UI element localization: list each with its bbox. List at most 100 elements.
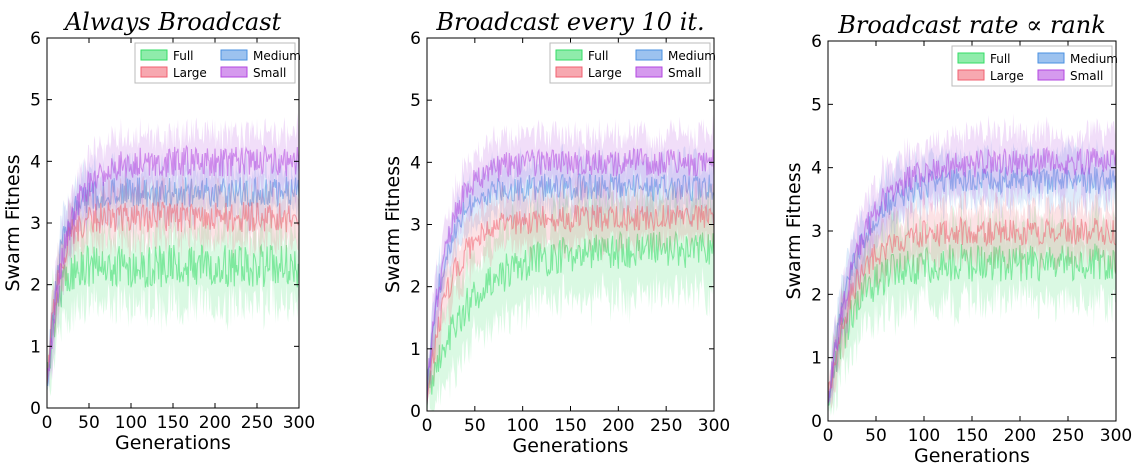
legend-label-medium: Medium — [1070, 52, 1118, 66]
x-tick-label: 200 — [1004, 426, 1036, 446]
y-axis-label: Swarm Fitness — [2, 154, 24, 291]
series-band-full — [47, 199, 299, 397]
x-tick-label: 0 — [42, 413, 53, 433]
series-line-small — [47, 144, 299, 384]
y-tick-label: 6 — [30, 29, 41, 49]
y-tick-label: 1 — [30, 337, 41, 357]
series-line-small — [427, 147, 714, 405]
legend-label-large: Large — [588, 66, 622, 80]
y-tick-label: 4 — [811, 159, 822, 179]
series-band-full — [828, 196, 1116, 416]
series-band-large — [427, 173, 714, 405]
legend-label-small: Small — [668, 66, 701, 80]
x-tick-label: 300 — [283, 413, 315, 433]
x-tick-label: 100 — [908, 426, 940, 446]
series-band-large — [47, 172, 299, 385]
series-band-small — [828, 113, 1116, 407]
chart-title: Broadcast every 10 it. — [435, 8, 704, 36]
x-tick-label: 200 — [602, 416, 634, 436]
x-axis-label: Generations — [115, 432, 231, 454]
y-tick-label: 4 — [410, 153, 421, 173]
x-tick-label: 250 — [1052, 426, 1084, 446]
legend-label-medium: Medium — [253, 49, 301, 63]
y-tick-label: 5 — [410, 91, 421, 111]
x-tick-label: 100 — [506, 416, 538, 436]
chart-title: Broadcast rate ∝ rank — [837, 11, 1105, 39]
legend-label-full: Full — [588, 49, 609, 63]
series-band-medium — [828, 137, 1116, 406]
y-tick-label: 6 — [811, 32, 822, 52]
x-tick-label: 100 — [115, 413, 147, 433]
legend-label-small: Small — [253, 66, 286, 80]
y-tick-label: 0 — [410, 402, 421, 422]
y-tick-label: 3 — [811, 222, 822, 242]
legend-swatch-small — [635, 66, 663, 78]
x-tick-label: 300 — [698, 416, 730, 436]
legend-label-medium: Medium — [668, 49, 716, 63]
y-tick-label: 2 — [410, 278, 421, 298]
x-axis-label: Generations — [914, 445, 1030, 467]
series-line-full — [828, 243, 1116, 406]
x-tick-label: 150 — [157, 413, 189, 433]
series-line-large — [828, 216, 1116, 404]
plot-area — [47, 112, 299, 397]
x-tick-label: 50 — [78, 413, 100, 433]
chart-title: Always Broadcast — [63, 8, 282, 36]
y-tick-label: 5 — [811, 95, 822, 115]
y-axis-label: Swarm Fitness — [783, 162, 805, 299]
legend-swatch-large — [555, 66, 583, 78]
series-band-large — [828, 188, 1116, 409]
y-tick-label: 2 — [811, 285, 822, 305]
y-tick-label: 0 — [811, 412, 822, 432]
plot-area — [427, 114, 714, 411]
series-line-small — [828, 146, 1116, 404]
legend-swatch-large — [140, 66, 168, 78]
x-tick-label: 50 — [464, 416, 486, 436]
legend-label-large: Large — [173, 66, 207, 80]
series-band-small — [47, 112, 299, 388]
x-tick-label: 150 — [554, 416, 586, 436]
series-line-large — [47, 201, 299, 385]
legend-label-small: Small — [1070, 69, 1103, 83]
series-line-medium — [828, 165, 1116, 405]
x-tick-label: 300 — [1100, 426, 1132, 446]
plot-area — [828, 113, 1116, 416]
legend-swatch-full — [555, 49, 583, 61]
x-tick-label: 250 — [241, 413, 273, 433]
x-tick-label: 200 — [199, 413, 231, 433]
y-tick-label: 1 — [410, 340, 421, 360]
panel-1: 0 50 100 150 200 250 300 0 1 2 3 4 5 6 Always Broadcas… — [2, 8, 315, 454]
legend: Full Medium Large Small — [951, 45, 1118, 87]
y-tick-label: 2 — [30, 276, 41, 296]
series-line-full — [427, 230, 714, 411]
y-tick-label: 3 — [30, 214, 41, 234]
x-axis-label: Generations — [513, 435, 629, 457]
legend-swatch-medium — [635, 49, 663, 61]
y-tick-label: 6 — [410, 29, 421, 49]
x-tick-label: 50 — [865, 426, 887, 446]
series-band-medium — [47, 147, 299, 391]
series-band-small — [427, 114, 714, 405]
legend-swatch-small — [1037, 69, 1065, 81]
legend-label-large: Large — [990, 69, 1024, 83]
legend-swatch-medium — [220, 49, 248, 61]
y-tick-label: 5 — [30, 91, 41, 111]
legend-swatch-full — [957, 52, 985, 64]
legend-swatch-medium — [1037, 52, 1065, 64]
x-tick-label: 0 — [422, 416, 433, 436]
y-tick-label: 1 — [811, 349, 822, 369]
panel-3: 0 50 100 150 200 250 300 0 1 2 3 4 5 6 Broadcast rate … — [783, 11, 1132, 467]
y-axis-label: Swarm Fitness — [382, 156, 404, 293]
x-tick-label: 250 — [650, 416, 682, 436]
legend: Full Medium Large Small — [134, 42, 301, 84]
y-tick-label: 4 — [30, 152, 41, 172]
y-tick-label: 0 — [30, 399, 41, 419]
legend-label-full: Full — [990, 52, 1011, 66]
legend-label-full: Full — [173, 49, 194, 63]
series-line-medium — [427, 173, 714, 405]
series-line-large — [427, 204, 714, 405]
panel-2: 0 50 100 150 200 250 300 0 1 2 3 4 5 6 Broadcast every… — [382, 8, 730, 457]
legend-swatch-small — [220, 66, 248, 78]
legend-swatch-large — [957, 69, 985, 81]
